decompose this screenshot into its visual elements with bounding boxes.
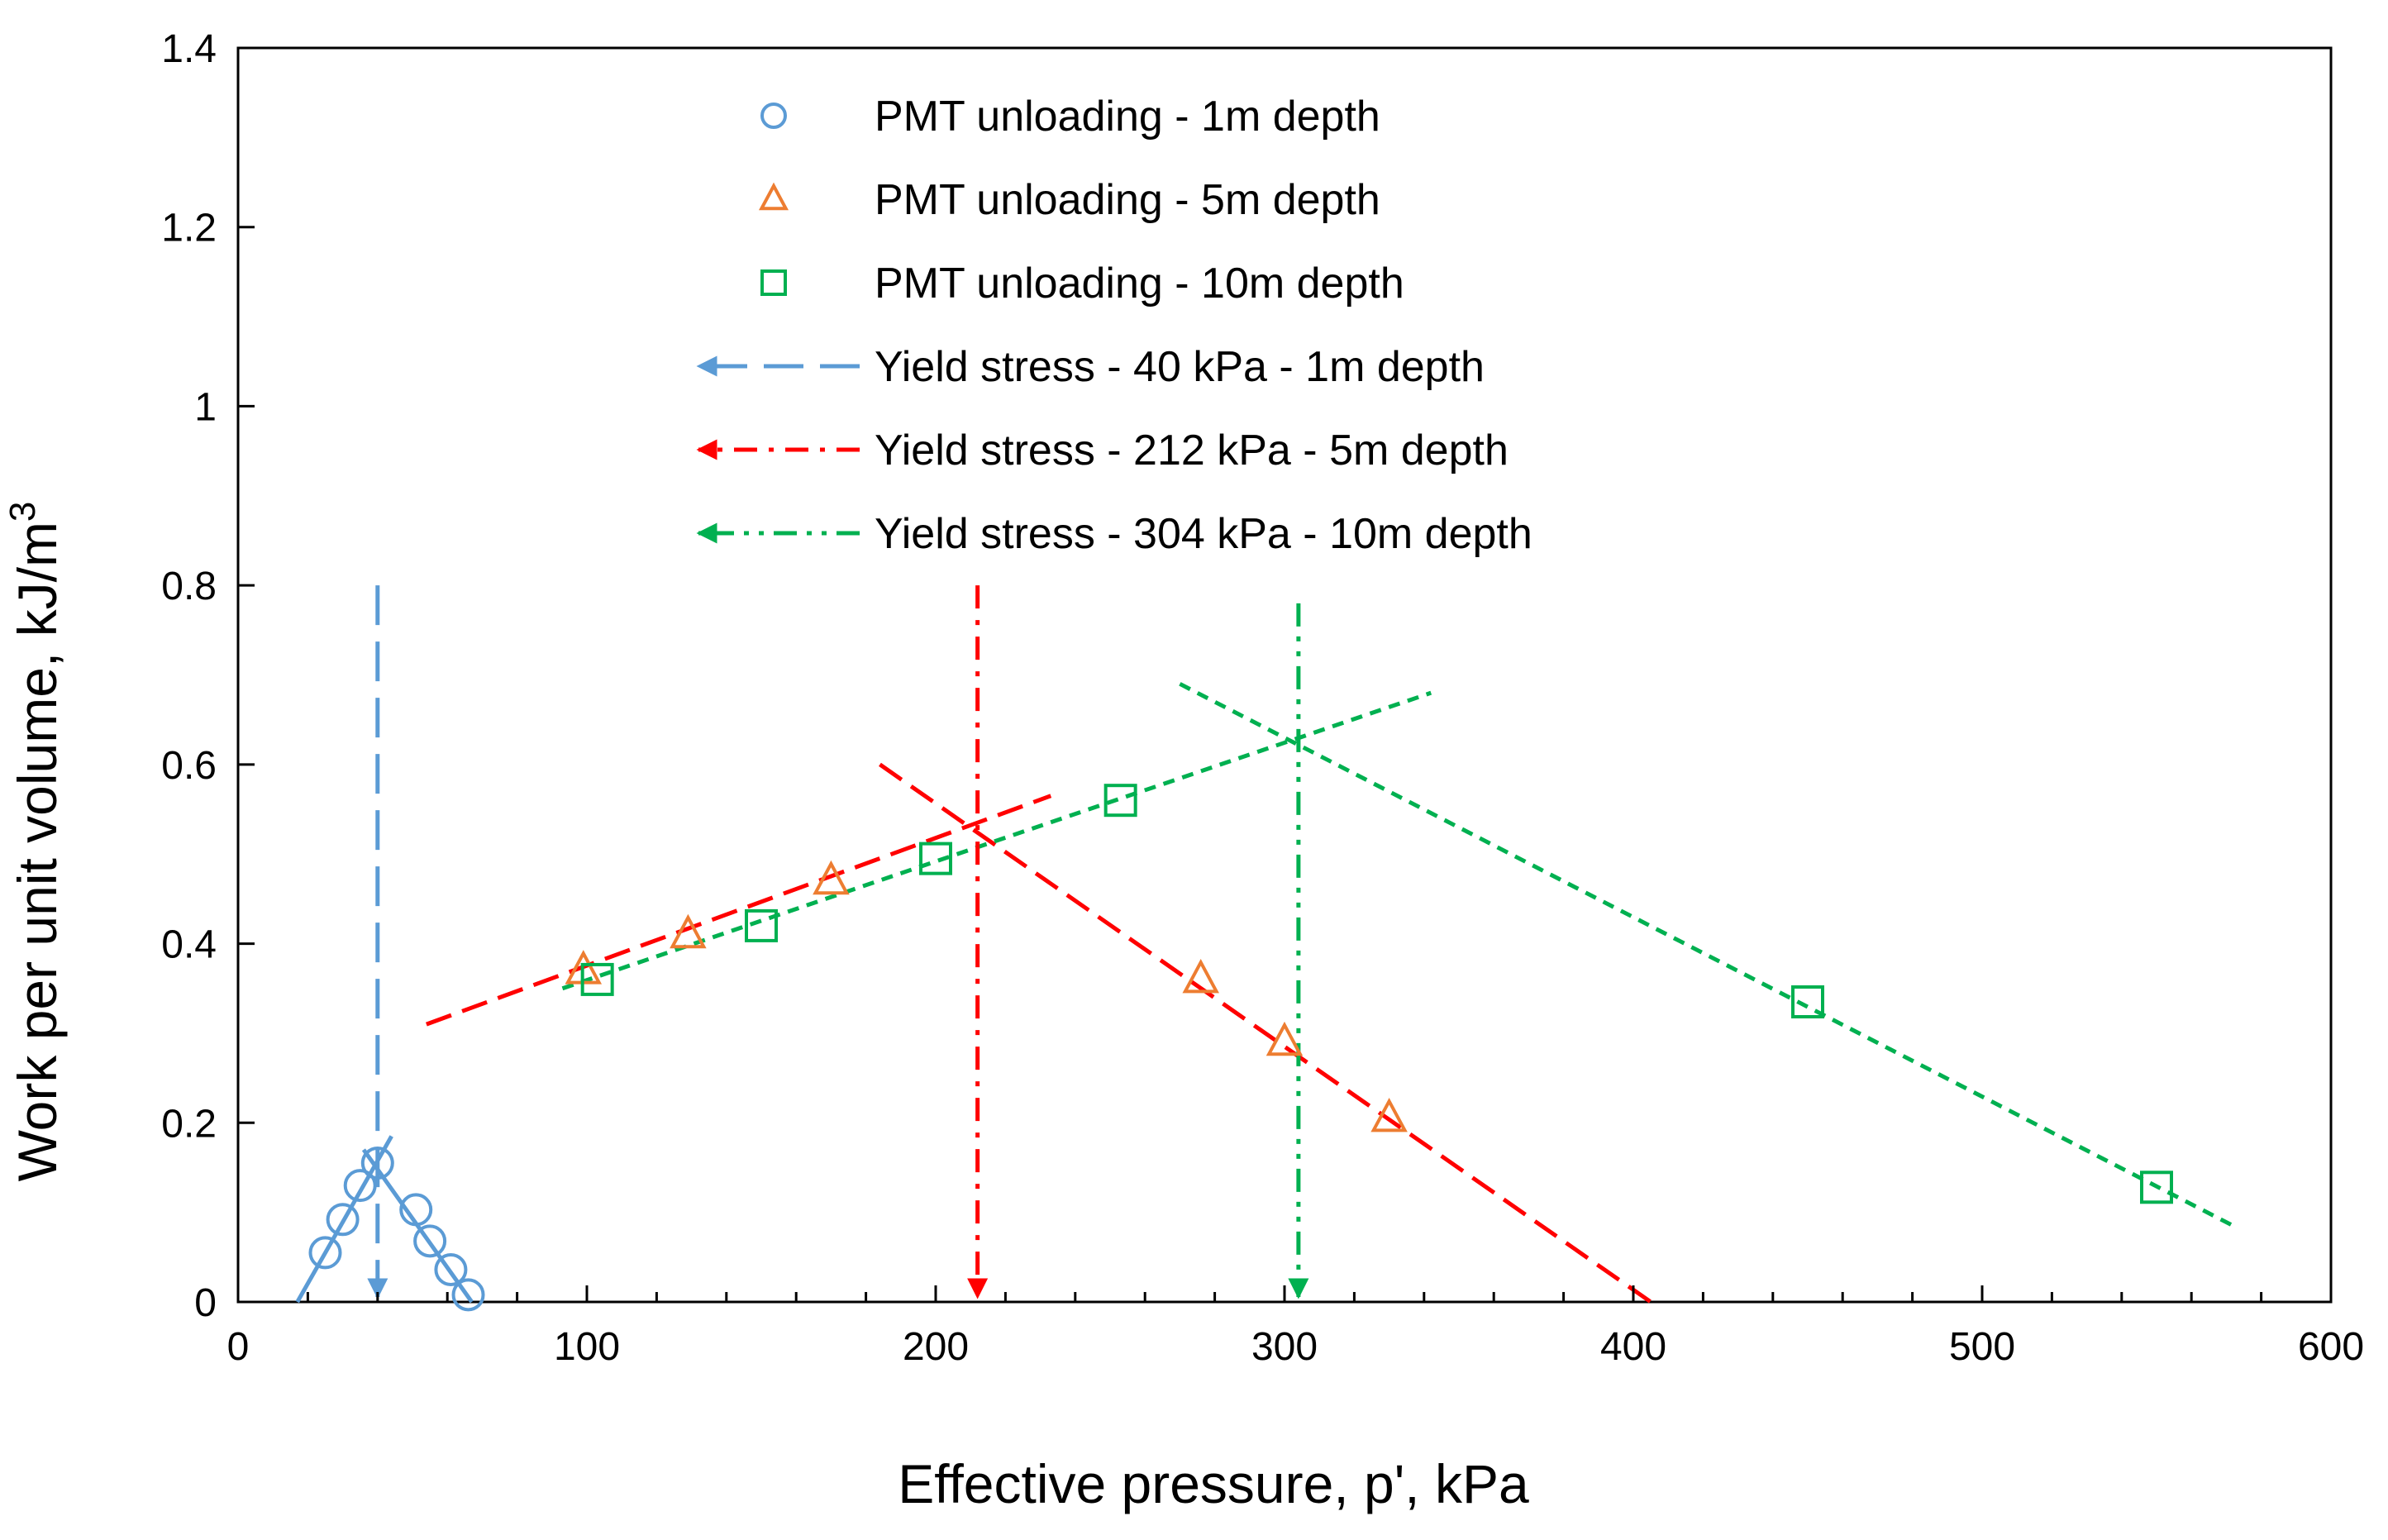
axis-ticks: 0 100 200 300 400 500 600 0 0.2 0.4 0.6 0.8 1 1.2 1.4 [161, 27, 2364, 1369]
trend-line-10m-loading [561, 690, 1432, 991]
y-tick-label: 0.8 [161, 565, 217, 608]
legend-label: PMT unloading - 5m depth [875, 176, 1380, 224]
data-point-circle [326, 1203, 360, 1237]
trend-line-5m-loading [426, 794, 1052, 1027]
trend-line-10m-unloading [1179, 682, 2234, 1228]
data-point-square [1791, 985, 1824, 1019]
y-tick-label: 0.4 [161, 923, 217, 967]
y-tick-label: 0.6 [161, 744, 217, 788]
y-tick-label: 1.4 [161, 27, 217, 71]
legend-entry: Yield stress - 304 kPa - 10m depth [696, 510, 1532, 558]
data-point-square [580, 962, 614, 996]
x-tick-label: 300 [1251, 1325, 1318, 1369]
legend-label: Yield stress - 212 kPa - 5m depth [875, 427, 1509, 474]
legend-symbol-circle [760, 103, 787, 129]
data-point-triangle [1182, 958, 1219, 994]
legend-entry: PMT unloading - 1m depth [760, 93, 1380, 141]
data-point-circle [434, 1252, 468, 1286]
y-tick-label: 1.2 [161, 207, 217, 250]
legend-label: Yield stress - 304 kPa - 10m depth [875, 510, 1532, 558]
x-axis-title: Effective pressure, p', kPa [898, 1453, 1529, 1514]
legend-symbol-square [760, 269, 787, 296]
y-tick-label: 0.2 [161, 1102, 217, 1146]
legend-entry: Yield stress - 40 kPa - 1m depth [696, 343, 1485, 391]
trend-line-5m-unloading [879, 762, 1652, 1304]
legend-label: PMT unloading - 1m depth [875, 93, 1380, 141]
data-point-circle [308, 1236, 342, 1270]
data-point-circle [399, 1193, 433, 1227]
x-tick-label: 200 [903, 1325, 969, 1369]
legend: PMT unloading - 1m depth PMT unloading - … [696, 93, 1532, 558]
legend-entry: PMT unloading - 10m depth [760, 260, 1404, 308]
legend-entry: PMT unloading - 5m depth [758, 176, 1380, 224]
y-axis-title-main: Work per unit volume, kJ/m [7, 522, 68, 1181]
y-axis-title-group: Work per unit volume, kJ/m3 [2, 502, 68, 1182]
data-point-circle [413, 1224, 447, 1258]
data-point-square [1103, 784, 1137, 818]
y-axis-title-superscript: 3 [2, 502, 43, 522]
x-tick-label: 100 [554, 1325, 620, 1369]
legend-symbol-triangle [758, 182, 789, 211]
y-tick-label: 1 [194, 385, 217, 429]
data-point-triangle [1370, 1097, 1408, 1132]
y-axis-title: Work per unit volume, kJ/m3 [2, 502, 68, 1182]
data-point-triangle [1265, 1021, 1304, 1056]
data-point-triangle [813, 860, 850, 895]
data-point-square [2140, 1170, 2173, 1204]
legend-label: Yield stress - 40 kPa - 1m depth [875, 343, 1485, 391]
legend-label: PMT unloading - 10m depth [875, 260, 1404, 308]
data-point-circle [451, 1278, 485, 1312]
yield-lines [367, 585, 1309, 1299]
x-tick-label: 0 [227, 1325, 250, 1369]
x-tick-label: 400 [1600, 1325, 1666, 1369]
data-point-square [919, 842, 952, 875]
data-point-square [745, 908, 778, 942]
legend-entry: Yield stress - 212 kPa - 5m depth [696, 427, 1509, 474]
data-point-circle [360, 1147, 394, 1180]
data-point-triangle [670, 913, 707, 949]
x-tick-label: 600 [2298, 1325, 2364, 1369]
x-tick-label: 500 [1949, 1325, 2015, 1369]
data-point-circle [343, 1169, 377, 1203]
data-markers [308, 784, 2173, 1312]
y-tick-label: 0 [194, 1281, 217, 1325]
